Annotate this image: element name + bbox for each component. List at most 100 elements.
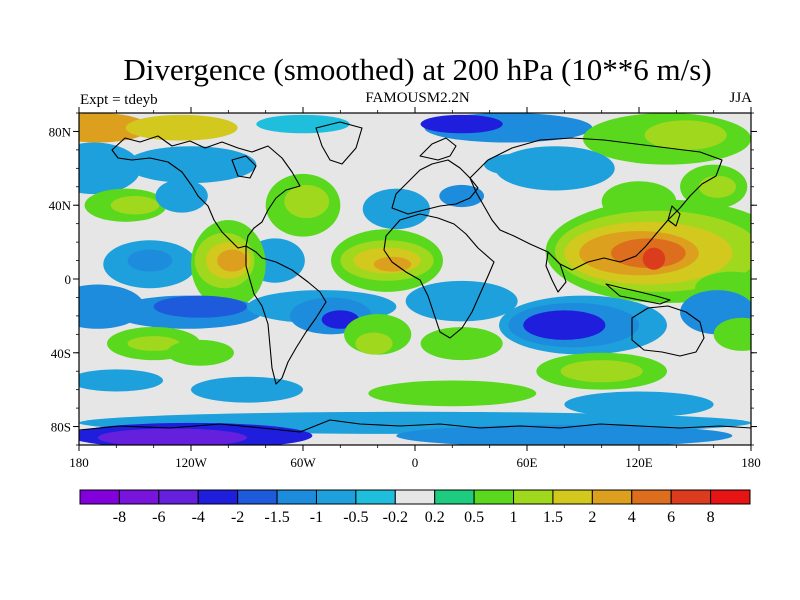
coastline-europe	[391, 159, 479, 215]
axis-ticks: 80N 40N 0 40S 80S 180 120W 60W 0 60E 120E 180	[49, 107, 761, 470]
colorbar-label: -2	[231, 509, 244, 526]
contour-region	[439, 184, 485, 208]
colorbar-swatch	[355, 489, 396, 505]
colorbar-swatch	[434, 489, 475, 505]
coastline-japan	[667, 205, 681, 227]
colorbar: -8 -6 -4 -2 -1.5 -1 -0.5 -0.2 0.2 0.5 1 1.5 2 4 6 8	[79, 489, 751, 526]
colorbar-label: 0.5	[464, 509, 484, 526]
colorbar-label: 1	[510, 509, 518, 526]
colorbar-swatch	[631, 489, 672, 505]
coastline-scandinavia	[419, 137, 457, 161]
lon-tick-label: 120E	[625, 455, 653, 470]
lon-tick-label: 180	[741, 455, 761, 470]
contour-region	[79, 142, 141, 195]
colorbar-swatch	[394, 489, 436, 505]
coastline-india	[545, 251, 567, 293]
coastline-greenland	[315, 121, 363, 165]
colorbar-label: -0.2	[383, 509, 408, 526]
contour-region	[713, 317, 751, 351]
model-label: FAMOUSM2.2N	[365, 90, 470, 106]
colorbar-swatch	[670, 489, 712, 505]
colorbar-label: -1.5	[264, 509, 289, 526]
contour-region	[125, 146, 257, 184]
contour-region	[166, 339, 234, 366]
colorbar-label: -0.5	[343, 509, 368, 526]
contour-region	[644, 120, 727, 150]
contour-region	[495, 146, 615, 191]
lat-tick-label: 40N	[49, 198, 72, 213]
colorbar-swatch	[710, 489, 751, 505]
contour-region	[368, 380, 537, 407]
contour-region	[97, 428, 247, 445]
contour-region	[698, 175, 737, 198]
contour-region	[642, 247, 666, 270]
lon-tick-label: 120W	[175, 455, 208, 470]
contour-region	[155, 179, 208, 213]
coastline-africa	[383, 213, 495, 339]
coastline-north-america	[111, 135, 301, 249]
coastline-asia	[469, 137, 723, 271]
colorbar-swatch	[315, 489, 357, 505]
colorbar-swatch	[118, 489, 160, 505]
colorbar-swatch	[276, 489, 317, 505]
contour-region	[110, 196, 160, 215]
contour-region	[523, 310, 606, 340]
coastline-australia	[631, 305, 705, 357]
contour-region	[396, 424, 733, 445]
contour-region	[373, 256, 412, 272]
colorbar-label: 1.5	[543, 509, 563, 526]
contour-region	[127, 249, 173, 272]
plot-title: Divergence (smoothed) at 200 hPa (10**6 …	[123, 52, 712, 87]
contour-region	[405, 280, 518, 322]
contour-region	[125, 114, 238, 141]
colorbar-swatch	[197, 489, 239, 505]
contour-region	[355, 332, 393, 355]
contour-region	[153, 295, 247, 318]
contour-region	[256, 114, 350, 134]
lat-tick-label: 40S	[51, 346, 71, 361]
lat-tick-label: 0	[65, 272, 72, 287]
contour-region	[217, 249, 247, 272]
colorbar-label: 4	[628, 509, 636, 526]
colorbar-swatch	[591, 489, 633, 505]
coastline-antarctica	[79, 419, 751, 433]
colorbar-label: -8	[113, 509, 126, 526]
lon-tick-label: 60E	[517, 455, 538, 470]
contour-region	[560, 360, 643, 383]
lat-tick-label: 80S	[51, 420, 71, 435]
coastline-hudson-bay	[231, 155, 257, 179]
colorbar-swatch	[158, 489, 199, 505]
colorbar-swatch	[552, 489, 593, 505]
colorbar-swatch	[237, 489, 278, 505]
colorbar-label: -4	[192, 509, 205, 526]
contour-region	[284, 184, 330, 219]
experiment-label: Expt = tdeyb	[80, 92, 158, 108]
contour-region	[79, 113, 150, 143]
coastline-indonesia	[605, 283, 671, 305]
colorbar-swatch	[79, 489, 120, 505]
colorbar-label: -1	[310, 509, 323, 526]
contour-fill-layer	[79, 113, 751, 445]
colorbar-swatch	[473, 489, 515, 505]
contour-region	[191, 376, 303, 403]
contour-region	[564, 391, 714, 418]
contour-region	[362, 188, 430, 230]
contour-region	[79, 369, 163, 392]
colorbar-label: 2	[588, 509, 596, 526]
colorbar-label: 6	[667, 509, 675, 526]
lon-tick-label: 0	[412, 455, 419, 470]
contour-region	[127, 336, 180, 351]
colorbar-label: 8	[707, 509, 715, 526]
contour-region	[420, 114, 503, 134]
lat-tick-label: 80N	[49, 124, 72, 139]
lon-tick-label: 180	[69, 455, 89, 470]
lon-tick-label: 60W	[290, 455, 316, 470]
colorbar-label: -6	[152, 509, 165, 526]
contour-region	[420, 326, 503, 361]
season-label: JJA	[729, 90, 752, 106]
coastline-layer	[79, 121, 751, 433]
coastline-south-america	[245, 245, 327, 385]
colorbar-swatch	[513, 489, 554, 505]
colorbar-label: 0.2	[425, 509, 445, 526]
